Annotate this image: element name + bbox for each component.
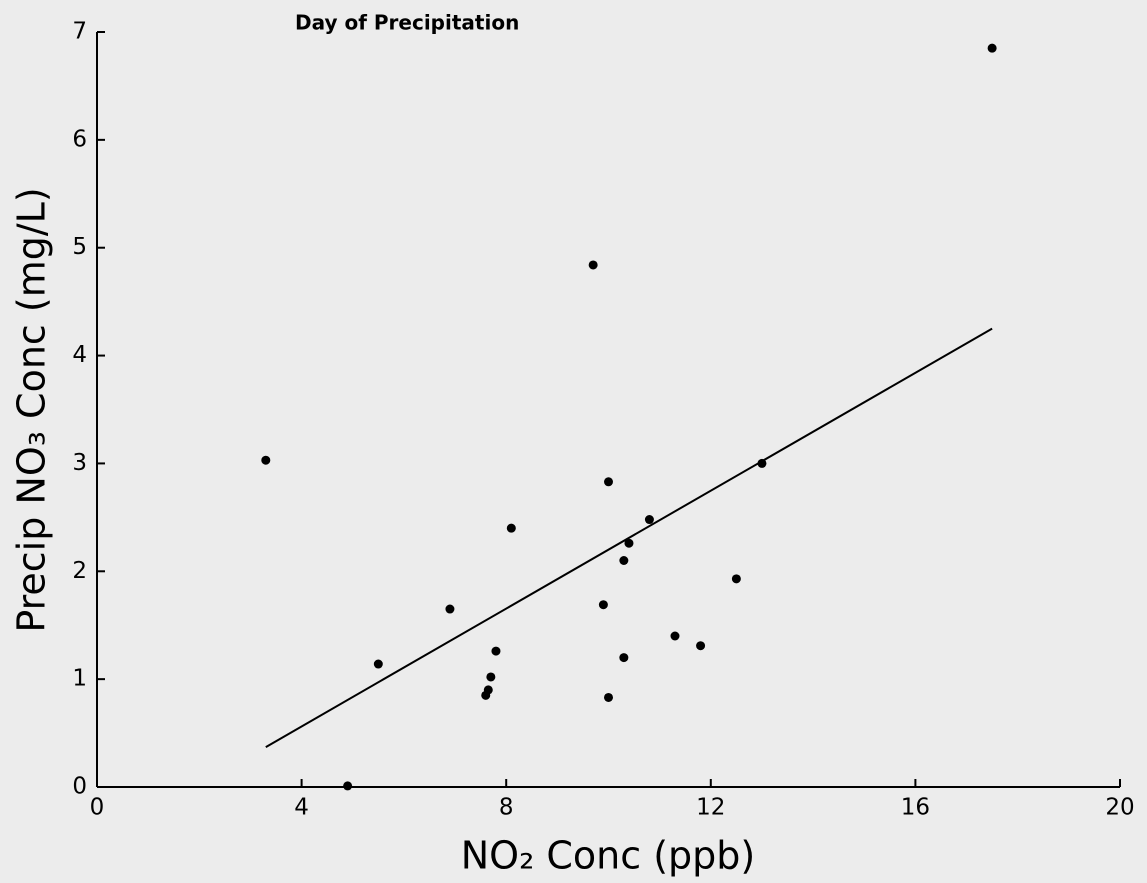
data-point (604, 692, 613, 702)
y-tick-label: 2 (72, 558, 87, 584)
data-point (343, 781, 353, 791)
x-tick-label: 20 (1105, 795, 1134, 821)
data-point (506, 523, 516, 533)
chart-title: Day of Precipitation (295, 11, 519, 35)
y-tick-label: 3 (72, 450, 87, 476)
data-point (445, 604, 455, 614)
data-point (987, 43, 997, 53)
data-point (757, 458, 767, 468)
y-tick-label: 6 (72, 126, 87, 152)
y-axis-label: Precip NO₃ Conc (mg/L) (10, 187, 54, 632)
data-point (491, 646, 501, 656)
data-point (619, 653, 629, 663)
data-point (619, 556, 629, 565)
y-tick-label: 5 (72, 234, 87, 260)
x-tick-label: 12 (696, 795, 725, 821)
x-axis-label: NO₂ Conc (ppb) (461, 834, 756, 878)
y-tick-label: 1 (72, 666, 87, 692)
data-point (261, 455, 271, 465)
data-point (486, 672, 496, 682)
x-tick-label: 8 (499, 795, 514, 821)
x-tick-label: 0 (90, 795, 105, 821)
data-point (588, 260, 598, 270)
data-point (731, 574, 741, 584)
data-point (373, 659, 383, 669)
y-tick-label: 7 (72, 19, 87, 45)
y-tick-label: 4 (72, 342, 87, 368)
data-point (644, 515, 654, 525)
data-point (624, 538, 634, 548)
data-point (604, 477, 613, 487)
x-tick-label: 16 (901, 795, 930, 821)
data-point (598, 600, 608, 610)
data-point (670, 631, 680, 641)
data-point (483, 685, 493, 695)
trend-line (265, 327, 993, 748)
x-tick-label: 4 (294, 795, 309, 821)
y-tick-label: 0 (72, 774, 87, 800)
data-point (696, 641, 706, 651)
